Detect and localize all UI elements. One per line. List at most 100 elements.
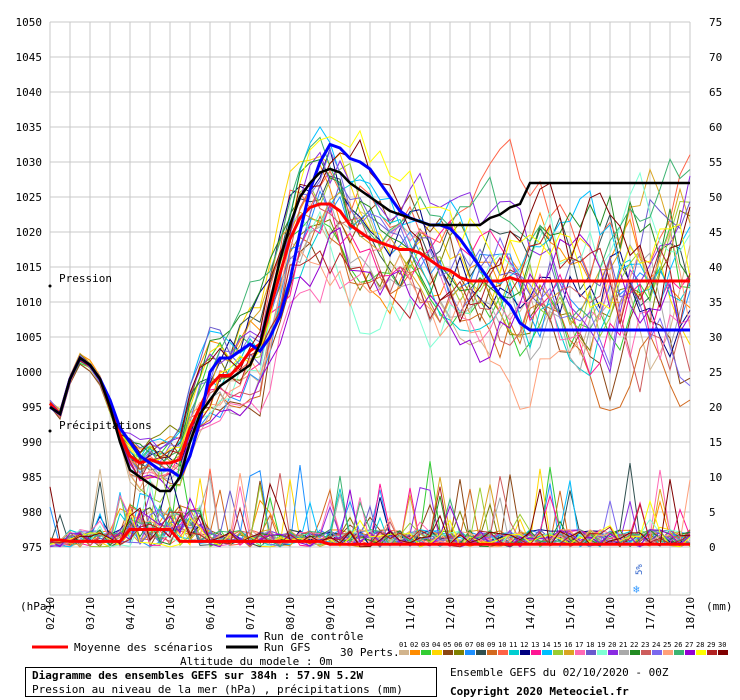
legend-perts-label: 30 Perts. [340, 646, 400, 659]
x-tick-label: 12/10 [444, 597, 457, 630]
legend-pert-swatch [432, 650, 442, 655]
precip-pert-line [49, 489, 691, 548]
pressure-pert-line [49, 223, 691, 481]
legend-gfs-label: Run GFS [264, 641, 310, 654]
right-tick-label: 5 [709, 506, 716, 519]
pressure-pert-line [49, 138, 691, 459]
right-tick-label: 30 [709, 331, 722, 344]
left-tick-label: 1000 [16, 366, 43, 379]
right-tick-label: 45 [709, 226, 722, 239]
series-line-2 [49, 167, 690, 493]
legend-pert-swatch [564, 650, 574, 655]
legend-pert-number: 26 [674, 641, 682, 649]
pressure-label: Pression [59, 272, 112, 285]
legend-control-label: Run de contrôle [264, 630, 363, 643]
precip-label: Précipitations [59, 419, 152, 432]
pressure-pert-line [49, 209, 691, 454]
left-tick-label: 1045 [16, 51, 43, 64]
legend-pert-swatch [465, 650, 475, 655]
right-tick-label: 20 [709, 401, 722, 414]
legend-pert-number: 27 [685, 641, 693, 649]
right-tick-label: 15 [709, 436, 722, 449]
precipitation-perturbation-lines [49, 452, 691, 549]
legend-pert-swatch [399, 650, 409, 655]
x-tick-label: 06/10 [204, 597, 217, 630]
series-line-0 [48, 202, 690, 465]
legend-pert-swatch [421, 650, 431, 655]
legend-pert-swatch [652, 650, 662, 655]
pressure-pert-line [49, 199, 691, 481]
legend-pert-swatch [685, 650, 695, 655]
model-altitude: Altitude du modele : 0m [180, 655, 333, 668]
legend-pert-number: 04 [432, 641, 440, 649]
precip-pert-line [49, 478, 691, 548]
right-tick-label: 65 [709, 86, 722, 99]
legend-pert-swatch [718, 650, 728, 655]
legend-pert-number: 13 [531, 641, 539, 649]
legend-pert-swatch [410, 650, 420, 655]
left-tick-label: 980 [22, 506, 42, 519]
legend-pert-number: 23 [641, 641, 649, 649]
legend-pert-number: 02 [410, 641, 418, 649]
legend-pert-swatch [509, 650, 519, 655]
legend-pert-swatch [553, 650, 563, 655]
legend-pert-number: 21 [619, 641, 627, 649]
legend-pert-number: 18 [586, 641, 594, 649]
legend-pert-swatch [597, 650, 607, 655]
pressure-pert-line [49, 162, 691, 503]
legend-pert-swatch [531, 650, 541, 655]
legend-pert-swatch [520, 650, 530, 655]
pressure-perturbation-lines [49, 126, 691, 503]
left-tick-label: 1025 [16, 191, 43, 204]
legend-pert-number: 01 [399, 641, 407, 649]
legend-pert-number: 06 [454, 641, 462, 649]
left-tick-label: 1015 [16, 261, 43, 274]
left-tick-label: 1035 [16, 121, 43, 134]
x-tick-label: 15/10 [564, 597, 577, 630]
right-tick-label: 70 [709, 51, 722, 64]
precip-label-dot [48, 429, 52, 433]
legend-pert-number: 16 [564, 641, 572, 649]
pressure-label-dot [48, 284, 52, 288]
legend-pert-number: 03 [421, 641, 429, 649]
legend-pert-swatch [443, 650, 453, 655]
legend-pert-number: 15 [553, 641, 561, 649]
left-tick-label: 1050 [16, 16, 43, 29]
left-tick-label: 975 [22, 541, 42, 554]
pressure-pert-line [49, 126, 691, 459]
left-tick-label: 1020 [16, 226, 43, 239]
main-series-lines [48, 142, 690, 546]
right-tick-label: 0 [709, 541, 716, 554]
x-tick-label: 11/10 [404, 597, 417, 630]
pressure-pert-line [49, 182, 691, 449]
chart-axes: 1050104510401035103010251020101510101005… [16, 16, 733, 630]
legend-pert-number: 17 [575, 641, 583, 649]
run-info: Ensemble GEFS du 02/10/2020 - 00Z [450, 666, 669, 679]
x-tick-label: 16/10 [604, 597, 617, 630]
precip-pert-line [49, 475, 691, 548]
legend-pert-swatch [663, 650, 673, 655]
legend-pert-number: 19 [597, 641, 605, 649]
chart-info-box: Diagramme des ensembles GEFS sur 384h : … [25, 667, 437, 697]
legend-pert-swatch [498, 650, 508, 655]
left-tick-label: 1030 [16, 156, 43, 169]
x-tick-label: 08/10 [284, 597, 297, 630]
right-tick-label: 75 [709, 16, 722, 29]
legend-pert-number: 24 [652, 641, 660, 649]
legend-pert-swatch [542, 650, 552, 655]
legend-pert-number: 12 [520, 641, 528, 649]
x-tick-label: 10/10 [364, 597, 377, 630]
legend-pert-number: 14 [542, 641, 550, 649]
legend-pert-swatch [641, 650, 651, 655]
x-tick-label: 04/10 [124, 597, 137, 630]
legend-pert-swatch [608, 650, 618, 655]
x-tick-label: 13/10 [484, 597, 497, 630]
right-tick-label: 50 [709, 191, 722, 204]
precip-pert-line [49, 499, 691, 548]
left-axis-unit: (hPa) [20, 600, 53, 613]
series-line-1 [49, 142, 690, 480]
copyright: Copyright 2020 Meteociel.fr [450, 685, 629, 698]
legend-pert-swatch [575, 650, 585, 655]
